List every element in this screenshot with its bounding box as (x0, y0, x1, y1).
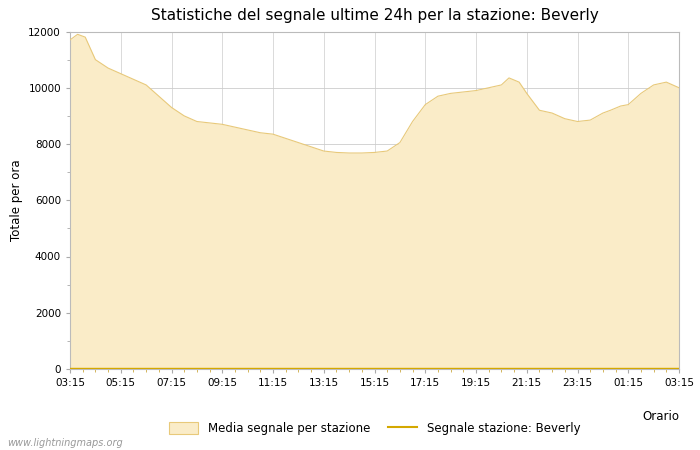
Legend: Media segnale per stazione, Segnale stazione: Beverly: Media segnale per stazione, Segnale staz… (169, 422, 580, 435)
Text: Orario: Orario (642, 410, 679, 423)
Y-axis label: Totale per ora: Totale per ora (10, 159, 22, 241)
Text: www.lightningmaps.org: www.lightningmaps.org (7, 438, 122, 448)
Title: Statistiche del segnale ultime 24h per la stazione: Beverly: Statistiche del segnale ultime 24h per l… (150, 9, 598, 23)
